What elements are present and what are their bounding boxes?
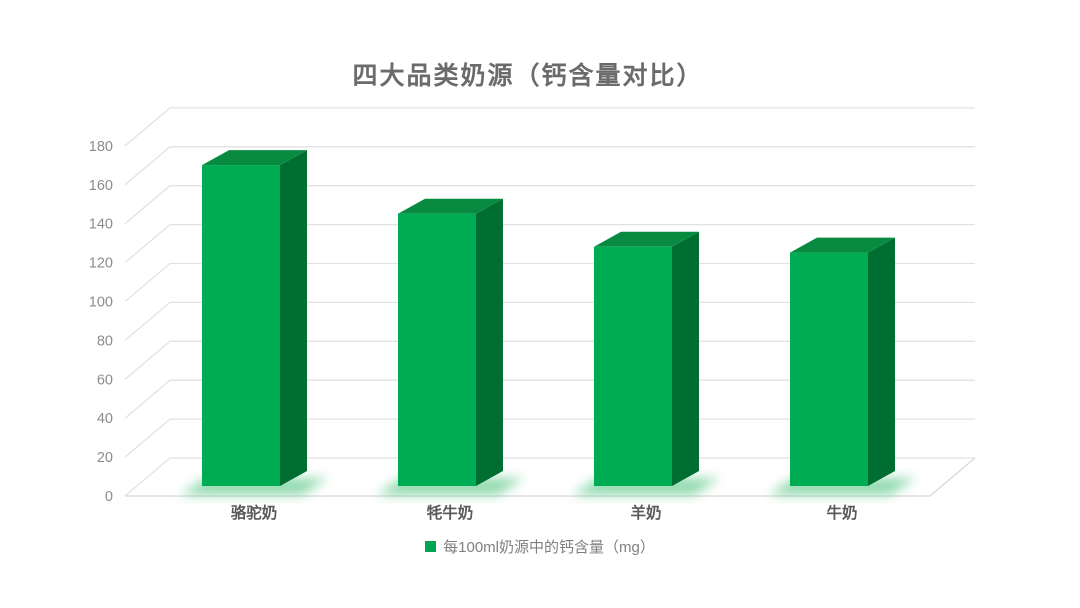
legend-label: 每100ml奶源中的钙含量（mg） xyxy=(443,539,655,556)
bar-column xyxy=(180,150,328,495)
bar-column xyxy=(768,237,916,495)
legend-marker-icon xyxy=(425,541,437,552)
gridline xyxy=(124,418,975,458)
bar-side-face xyxy=(476,198,503,486)
y-axis-tick-label: 60 xyxy=(97,372,113,388)
gridline xyxy=(124,379,975,419)
y-axis-tick-label: 160 xyxy=(89,178,113,194)
bar-top-face xyxy=(594,231,699,247)
bar-side-face xyxy=(280,150,307,486)
gridline xyxy=(124,146,975,186)
gridline xyxy=(124,107,975,147)
y-axis-tick-label: 180 xyxy=(89,139,113,155)
gridline xyxy=(124,185,975,225)
y-axis-tick-label: 20 xyxy=(97,450,113,466)
x-axis-category-label: 羊奶 xyxy=(630,503,661,522)
bar-side-face xyxy=(868,237,895,486)
y-axis-tick-label: 80 xyxy=(97,333,113,349)
x-axis-category-label: 牦牛奶 xyxy=(427,503,474,522)
bar-top-face xyxy=(202,150,307,166)
gridline xyxy=(124,262,975,302)
chart-title: 四大品类奶源（钙含量对比） xyxy=(352,62,704,90)
y-axis-tick-label: 140 xyxy=(89,217,113,233)
bar-column xyxy=(572,231,720,495)
bar-front-face xyxy=(594,246,672,486)
bar-top-face xyxy=(398,198,503,214)
bar-front-face xyxy=(398,213,476,486)
gridline xyxy=(124,301,975,341)
gridline xyxy=(124,223,975,264)
y-axis-tick-label: 120 xyxy=(89,256,113,272)
gridline xyxy=(124,457,975,497)
bar-column xyxy=(376,198,524,495)
bar-side-face xyxy=(672,231,699,486)
floor-edge xyxy=(125,457,976,497)
x-axis-category-label: 骆驼奶 xyxy=(231,503,278,522)
x-axis-category-label: 牛奶 xyxy=(826,503,857,522)
y-axis-tick-label: 0 xyxy=(105,489,113,505)
bar-front-face xyxy=(790,252,868,486)
y-axis-tick-label: 100 xyxy=(89,295,113,311)
gridline xyxy=(124,340,975,380)
bar-front-face xyxy=(202,165,280,486)
legend: 每100ml奶源中的钙含量（mg） xyxy=(0,536,1080,557)
bar-top-face xyxy=(790,237,895,253)
y-axis-tick-label: 40 xyxy=(97,411,113,427)
